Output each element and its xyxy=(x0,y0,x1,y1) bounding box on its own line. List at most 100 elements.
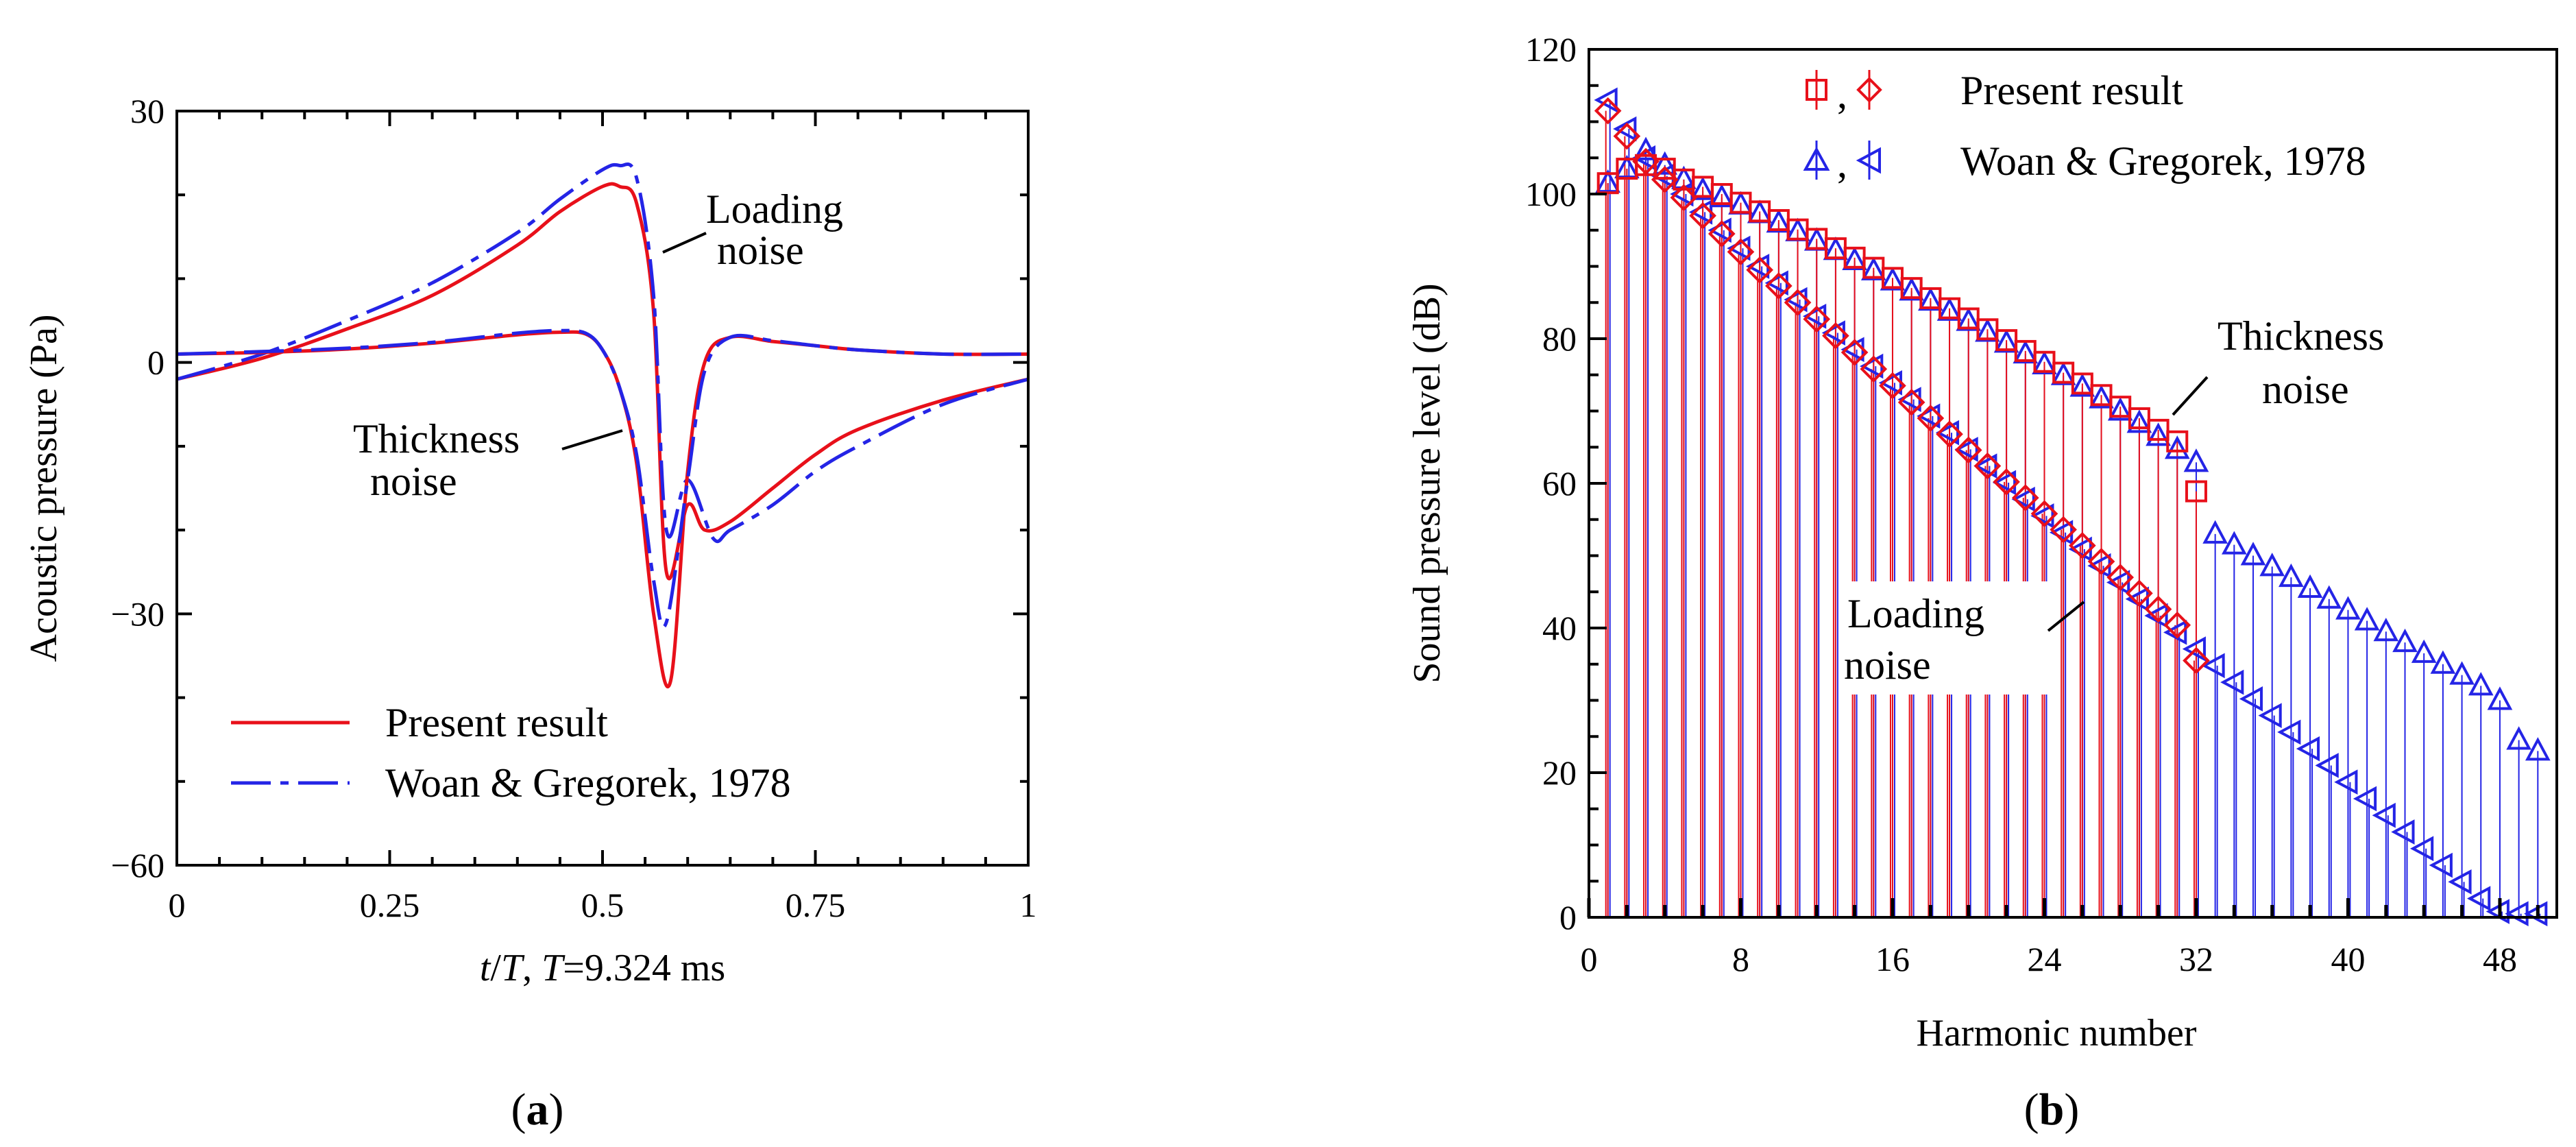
marker-triangle-up xyxy=(1956,307,1982,331)
panel-b-legend: , Present result , Woan & Gregorek, 1978 xyxy=(1803,68,2366,186)
panel-b-y-axis-label: Sound pressure level (dB) xyxy=(1406,283,1448,683)
series-line-woan-gregorek-3 xyxy=(176,328,1029,629)
marker-diamond xyxy=(1917,405,1945,432)
annotation-leader-line xyxy=(561,429,623,450)
x-tick-label: 0 xyxy=(1581,940,1598,978)
marker-triangle-left xyxy=(2315,753,2339,778)
marker-triangle-up xyxy=(1766,208,1792,233)
marker-triangle-up xyxy=(1975,318,2000,342)
series-line-present-result-2 xyxy=(176,330,1029,688)
x-tick-label: 48 xyxy=(2483,940,2517,978)
marker-triangle-up xyxy=(1899,277,1925,301)
marker-triangle-left xyxy=(2239,686,2263,712)
y-tick-label: 40 xyxy=(1542,609,1577,647)
marker-triangle-left xyxy=(2258,703,2282,728)
marker-square xyxy=(1596,172,1619,195)
marker-diamond xyxy=(1936,420,1963,448)
annotation-text: noise xyxy=(370,459,457,504)
x-tick-label: 0.75 xyxy=(786,886,846,924)
marker-triangle-left xyxy=(2220,669,2244,695)
marker-triangle-up xyxy=(2316,585,2342,609)
marker-triangle-up xyxy=(1880,267,1906,291)
marker-diamond xyxy=(2163,611,2191,639)
marker-triangle-left xyxy=(2163,619,2187,645)
marker-triangle-up xyxy=(2240,542,2266,566)
panel-a-tick-labels: 0 0.25 0.5 0.75 1 30 0 −30 −60 xyxy=(111,92,1037,924)
legend-marker-triangle-left xyxy=(1856,141,1881,180)
panel-a-label: (a) xyxy=(511,1085,564,1135)
marker-triangle-up xyxy=(2279,563,2304,588)
annotation-text: noise xyxy=(1844,642,1931,688)
y-tick-label: −60 xyxy=(111,846,165,884)
legend-marker-diamond xyxy=(1856,70,1882,110)
marker-diamond xyxy=(2087,548,2115,575)
annotation-text: Thickness xyxy=(2217,313,2384,359)
panel-b-label: (b) xyxy=(2024,1085,2080,1135)
marker-triangle-up xyxy=(2050,361,2076,385)
x-tick-label: 0.5 xyxy=(581,886,624,924)
marker-triangle-up xyxy=(2032,350,2057,374)
marker-triangle-left xyxy=(2334,769,2358,795)
y-tick-label: 0 xyxy=(1559,898,1577,937)
marker-diamond xyxy=(2011,484,2039,511)
marker-triangle-up xyxy=(2069,373,2095,397)
marker-diamond xyxy=(2183,647,2210,675)
marker-diamond xyxy=(1632,147,1660,176)
marker-diamond xyxy=(1803,305,1831,333)
marker-triangle-left xyxy=(2429,852,2453,878)
marker-triangle-left xyxy=(2409,836,2434,862)
y-tick-label: 60 xyxy=(1542,464,1577,503)
legend-separator: , xyxy=(1837,71,1847,117)
marker-diamond xyxy=(1651,166,1679,193)
panel-b-tick-labels: 0 8 16 24 32 40 48 0 20 40 60 80 100 120 xyxy=(1525,30,2517,978)
legend-label-present-result: Present result xyxy=(1960,68,2183,113)
panel-b-ticks xyxy=(1587,48,2540,919)
marker-triangle-up xyxy=(1690,176,1716,200)
marker-triangle-up xyxy=(2487,686,2513,710)
marker-triangle-up xyxy=(1709,184,1735,208)
panel-a-plot-frame xyxy=(175,110,1030,867)
marker-diamond xyxy=(1860,355,1888,383)
marker-diamond xyxy=(1822,322,1849,350)
marker-triangle-up xyxy=(2183,448,2209,472)
marker-triangle-up xyxy=(2525,737,2551,761)
y-tick-label: 0 xyxy=(147,343,165,382)
x-tick-label: 0 xyxy=(169,886,186,924)
marker-triangle-left xyxy=(1613,116,1637,142)
marker-triangle-left xyxy=(2372,802,2396,828)
annotation-text: Loading xyxy=(706,186,843,232)
marker-diamond xyxy=(2144,595,2172,623)
annotation-text: Thickness xyxy=(353,416,520,461)
annotation-text: noise xyxy=(717,228,804,273)
x-tick-label: 40 xyxy=(2331,940,2365,978)
marker-triangle-up xyxy=(2373,618,2399,642)
legend-label-woan-gregorek: Woan & Gregorek, 1978 xyxy=(1960,138,2366,184)
marker-triangle-left xyxy=(2011,486,2035,512)
marker-diamond xyxy=(2050,516,2077,544)
marker-diamond xyxy=(1670,184,1698,212)
marker-triangle-up xyxy=(2107,397,2133,421)
marker-triangle-left xyxy=(2353,786,2377,812)
marker-triangle-left xyxy=(1954,437,1978,462)
panel-a-annotation-loading-noise: Loading noise xyxy=(662,186,843,273)
marker-triangle-up xyxy=(2354,607,2380,631)
panel-a-x-axis-label: t/T, T=9.324 ms xyxy=(480,947,725,989)
marker-triangle-left xyxy=(1973,453,1997,479)
marker-triangle-up xyxy=(2089,385,2114,409)
marker-triangle-up xyxy=(2449,661,2475,685)
marker-triangle-up xyxy=(1860,256,1886,280)
marker-triangle-up xyxy=(2164,435,2190,459)
panel-a-y-axis-label: Acoustic pressure (Pa) xyxy=(23,315,65,662)
x-tick-label: 0.25 xyxy=(360,886,420,924)
y-tick-label: 120 xyxy=(1525,30,1577,69)
marker-square xyxy=(2128,407,2150,430)
marker-triangle-up xyxy=(2468,672,2494,696)
marker-diamond xyxy=(1594,97,1622,125)
marker-square xyxy=(2185,480,2207,503)
marker-triangle-up xyxy=(1936,297,1963,321)
marker-diamond xyxy=(1765,272,1793,300)
marker-square xyxy=(2109,396,2132,418)
marker-triangle-up xyxy=(2202,520,2228,544)
y-tick-label: 100 xyxy=(1525,175,1577,213)
